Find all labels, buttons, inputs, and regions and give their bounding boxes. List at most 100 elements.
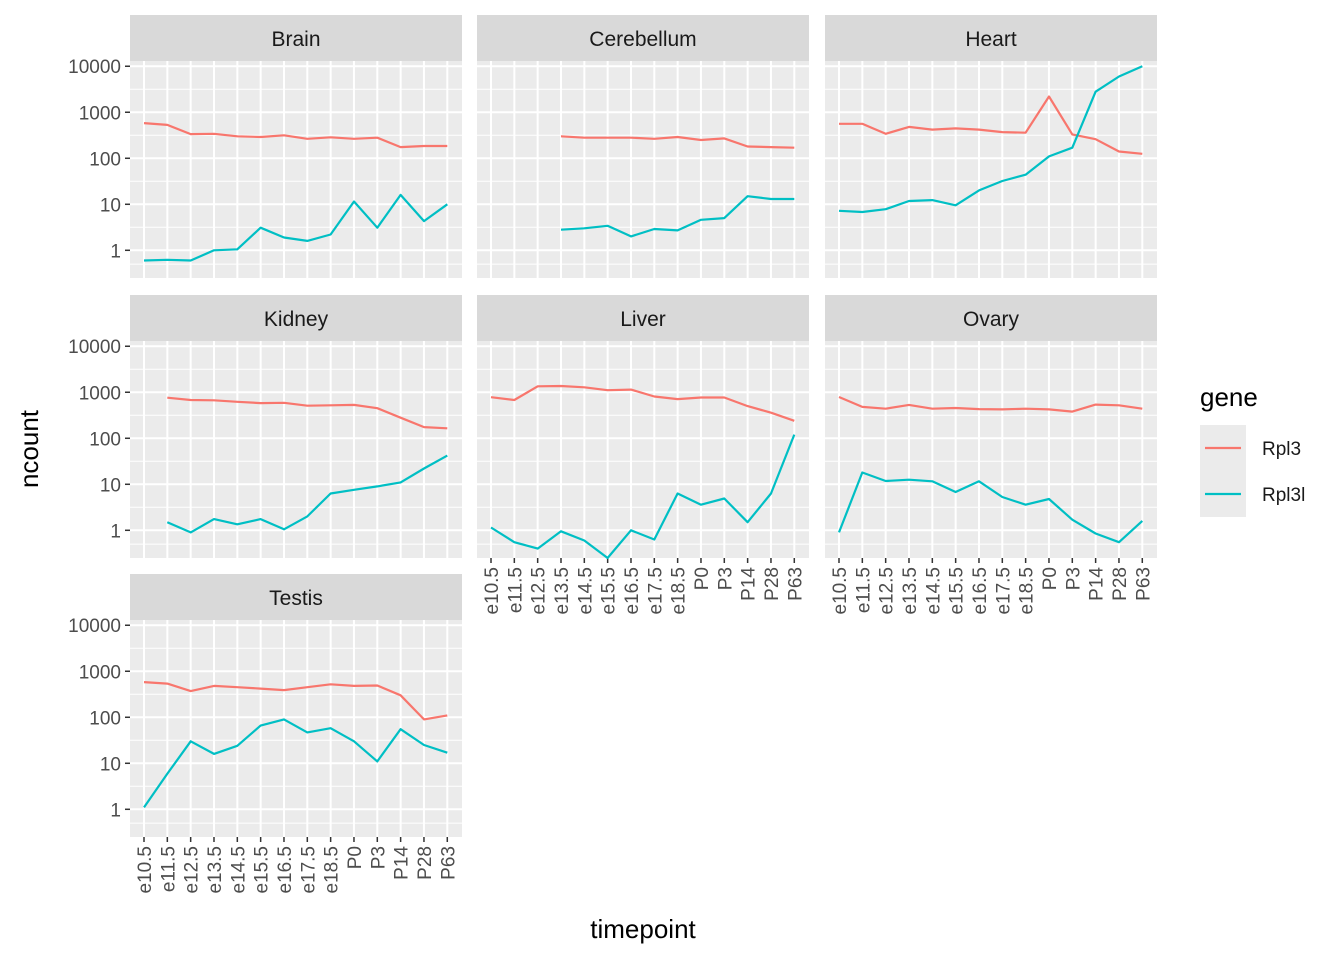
x-tick-label: P28 <box>415 846 436 880</box>
x-tick-label: e12.5 <box>182 846 203 894</box>
x-tick-label: e12.5 <box>877 567 898 615</box>
series-line-rpl3l <box>838 65 1143 214</box>
facet-title: Cerebellum <box>589 28 696 51</box>
x-tick-label: e10.5 <box>830 567 851 615</box>
y-tick-label: 10 <box>100 475 121 496</box>
x-tick-label: e15.5 <box>599 567 620 615</box>
x-tick-label: e18.5 <box>1017 567 1038 615</box>
facet-title: Brain <box>271 28 320 51</box>
panel-testis: Testis 1 10 100 1000 10000 e10.5 e11.5 e12.5 e13.… <box>68 574 462 894</box>
panel-ovary: Ovary e10.5 e11.5 e12.5 e13.5 e14.5 e15.5 e16.5… <box>825 295 1157 615</box>
x-tick-label: P14 <box>392 846 413 880</box>
y-tick-label: 100 <box>89 708 121 729</box>
x-tick-label: P3 <box>715 567 736 590</box>
x-axis-title: timepoint <box>590 914 696 944</box>
panels-layer: Brain 1 10 100 1000 10000 Cerebellum Heart Kidne… <box>68 15 1157 894</box>
y-axis-title: ncount <box>14 409 44 488</box>
x-tick-label: e16.5 <box>622 567 643 615</box>
series-line-rpl3l <box>490 434 796 560</box>
x-tick-label: e11.5 <box>158 846 179 892</box>
x-tick-label: e17.5 <box>993 567 1014 615</box>
facet-title: Kidney <box>264 308 329 331</box>
x-tick-label: P0 <box>345 846 366 869</box>
y-tick-label: 10 <box>100 195 121 216</box>
y-tick-label: 100 <box>89 429 121 450</box>
series-line-rpl3 <box>167 396 448 430</box>
legend: gene Rpl3 Rpl3l <box>1200 382 1305 517</box>
legend-label: Rpl3l <box>1262 485 1305 506</box>
x-tick-label: e11.5 <box>505 567 526 613</box>
y-tick-label: 10000 <box>68 57 121 78</box>
panel-background <box>477 61 809 278</box>
y-tick-label: 1000 <box>79 383 121 404</box>
series-line-rpl3 <box>143 681 448 721</box>
x-tick-label: P14 <box>1087 567 1108 601</box>
x-tick-label: e13.5 <box>205 846 226 894</box>
facet-strip <box>130 295 462 341</box>
panel-heart: Heart <box>825 15 1157 278</box>
facet-strip <box>130 574 462 620</box>
panel-background <box>130 341 462 558</box>
legend-label: Rpl3 <box>1262 439 1301 460</box>
panel-brain: Brain 1 10 100 1000 10000 <box>68 15 462 278</box>
facet-title: Testis <box>269 587 323 610</box>
panel-background <box>130 620 462 837</box>
legend-entries: Rpl3 Rpl3l <box>1200 425 1305 517</box>
facet-title: Liver <box>620 308 666 331</box>
panel-liver: Liver e10.5 e11.5 e12.5 e13.5 e14.5 e15.5 e16.5… <box>477 295 809 615</box>
panel-background <box>825 61 1157 278</box>
series-line-rpl3 <box>838 395 1143 413</box>
x-tick-label: e11.5 <box>853 567 874 613</box>
panel-background <box>130 61 462 278</box>
x-tick-label: P28 <box>762 567 783 601</box>
x-tick-label: e14.5 <box>575 567 596 615</box>
x-tick-label: e16.5 <box>275 846 296 894</box>
panel-background <box>825 341 1157 558</box>
y-tick-label: 10 <box>100 754 121 775</box>
panel-cerebellum: Cerebellum <box>477 15 809 278</box>
x-tick-label: e18.5 <box>669 567 690 615</box>
panel-background <box>477 341 809 558</box>
x-tick-label: P28 <box>1110 567 1131 601</box>
x-tick-label: e17.5 <box>645 567 666 615</box>
x-tick-label: P14 <box>739 567 760 601</box>
legend-entry-rpl3: Rpl3 <box>1200 425 1301 471</box>
x-tick-label: e10.5 <box>135 846 156 894</box>
series-line-rpl3 <box>490 384 795 422</box>
facet-strip <box>477 295 809 341</box>
facet-strip <box>825 15 1157 61</box>
legend-entry-rpl3l: Rpl3l <box>1200 471 1305 517</box>
legend-title: gene <box>1200 382 1258 412</box>
y-tick-label: 1 <box>110 521 121 542</box>
series-line-rpl3 <box>143 122 448 149</box>
series-line-rpl3l <box>143 193 448 262</box>
x-tick-label: e10.5 <box>482 567 503 615</box>
series-line-rpl3 <box>560 135 795 149</box>
series-line-rpl3l <box>837 471 1144 544</box>
x-tick-label: P0 <box>692 567 713 590</box>
y-tick-label: 10000 <box>68 337 121 358</box>
x-tick-label: e13.5 <box>900 567 921 615</box>
facet-title: Heart <box>965 28 1017 51</box>
panel-kidney: Kidney 1 10 100 1000 10000 <box>68 295 462 558</box>
x-tick-label: e14.5 <box>228 846 249 894</box>
x-tick-label: P63 <box>438 846 459 880</box>
x-tick-label: e12.5 <box>529 567 550 615</box>
x-tick-label: e14.5 <box>923 567 944 615</box>
x-tick-label: e13.5 <box>552 567 573 615</box>
series-line-rpl3l <box>560 195 795 238</box>
y-tick-label: 10000 <box>68 616 121 637</box>
facet-strip <box>477 15 809 61</box>
x-tick-label: e15.5 <box>947 567 968 615</box>
series-line-rpl3l <box>166 454 448 534</box>
x-tick-label: P63 <box>785 567 806 601</box>
x-tick-label: e17.5 <box>298 846 319 894</box>
y-tick-label: 100 <box>89 149 121 170</box>
facet-title: Ovary <box>963 308 1020 331</box>
y-tick-label: 1000 <box>79 103 121 124</box>
x-tick-label: e18.5 <box>322 846 343 894</box>
y-tick-label: 1 <box>110 800 121 821</box>
y-tick-label: 1 <box>110 241 121 262</box>
